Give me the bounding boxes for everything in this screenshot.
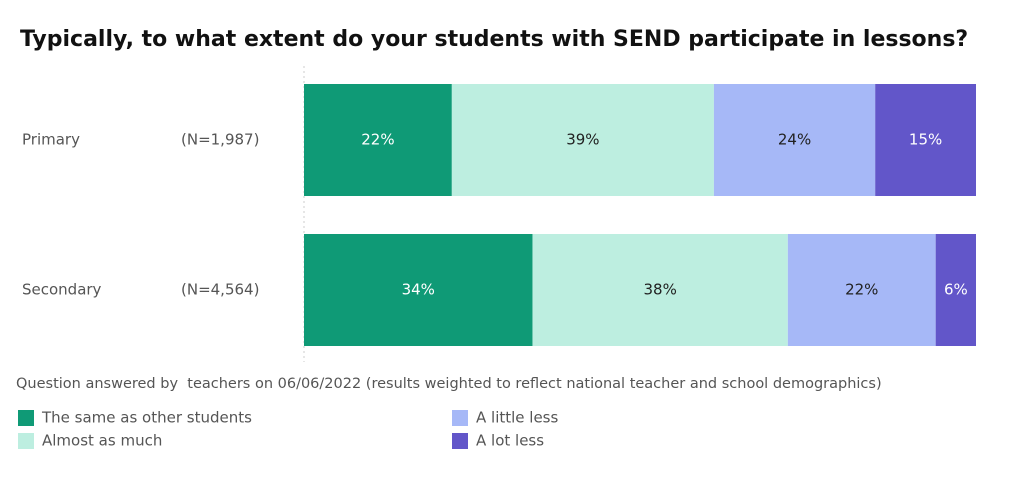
- legend-label: A little less: [476, 409, 559, 427]
- value-label: 22%: [845, 281, 878, 299]
- bar-segment: [532, 234, 788, 346]
- category-note: (N=1,987): [181, 131, 259, 149]
- category-label: Primary: [22, 131, 80, 149]
- footnote: Question answered by teachers on 06/06/2…: [16, 376, 882, 392]
- chart-title: Typically, to what extent do your studen…: [20, 27, 968, 52]
- legend-swatch: [452, 410, 468, 426]
- value-label: 6%: [944, 281, 968, 299]
- bar-segment: [451, 84, 714, 196]
- legend-swatch: [18, 410, 34, 426]
- bar-segment: [787, 234, 936, 346]
- bar-segment: [713, 84, 876, 196]
- value-label: 34%: [402, 281, 435, 299]
- value-label: 39%: [566, 131, 599, 149]
- bar-segment: [935, 234, 976, 346]
- bar-segment: [304, 84, 452, 196]
- legend-swatch: [452, 433, 468, 449]
- category-note: (N=4,564): [181, 281, 259, 299]
- legend-label: A lot less: [476, 432, 544, 450]
- legend-label: Almost as much: [42, 432, 162, 450]
- legend-swatch: [18, 433, 34, 449]
- bar-segment: [875, 84, 976, 196]
- value-label: 22%: [361, 131, 394, 149]
- bar-segment: [304, 234, 533, 346]
- value-label: 24%: [778, 131, 811, 149]
- legend-label: The same as other students: [41, 409, 252, 427]
- category-label: Secondary: [22, 281, 102, 299]
- value-label: 38%: [643, 281, 676, 299]
- value-label: 15%: [909, 131, 942, 149]
